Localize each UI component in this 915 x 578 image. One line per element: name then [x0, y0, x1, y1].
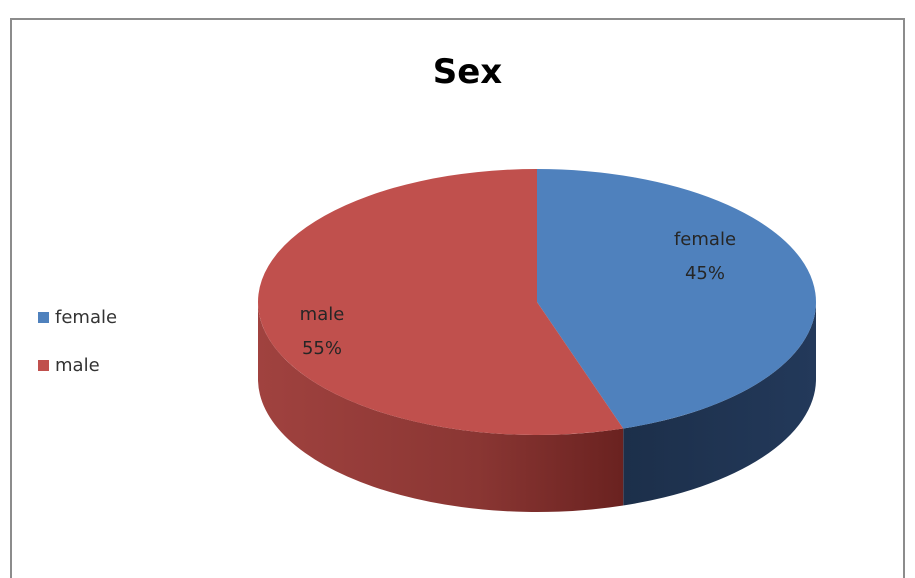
legend-item-male: male	[38, 353, 117, 377]
slice-percent-female: 45%	[685, 263, 725, 284]
legend: female male	[38, 305, 117, 401]
legend-label-male: male	[55, 354, 100, 376]
pie-side-female	[623, 302, 816, 506]
slice-label-male: male	[300, 304, 345, 325]
legend-label-female: female	[55, 306, 118, 328]
slice-label-female: female	[674, 229, 736, 250]
slice-percent-male: 55%	[302, 338, 342, 359]
chart-title: Sex	[432, 52, 503, 92]
legend-item-female: female	[38, 305, 117, 329]
legend-swatch-female	[38, 311, 49, 323]
pie-slice-female	[537, 169, 817, 429]
pie-slice-male	[258, 169, 624, 436]
legend-swatch-male	[38, 359, 49, 371]
pie-side-male	[258, 302, 624, 512]
